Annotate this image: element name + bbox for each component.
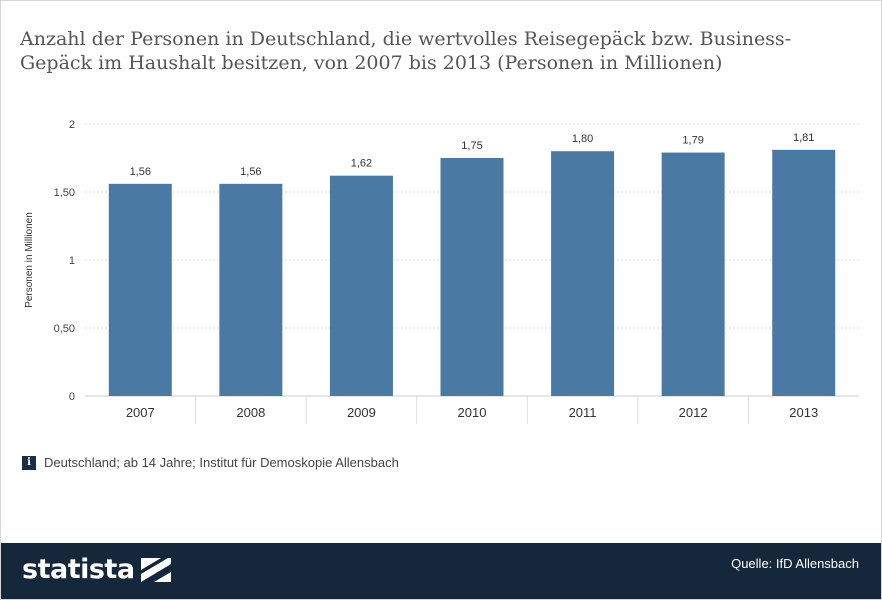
x-tick-label: 2011 bbox=[569, 405, 597, 420]
bar bbox=[219, 183, 283, 396]
y-axis-label: Personen in Millionen bbox=[24, 212, 35, 308]
x-tick-label: 2010 bbox=[458, 405, 487, 420]
info-note-text: Deutschland; ab 14 Jahre; Institut für D… bbox=[44, 455, 399, 470]
bar-value-label: 1,56 bbox=[240, 166, 261, 178]
footer-bar: statista Quelle: IfD Allensbach bbox=[1, 543, 881, 599]
x-tick-label: 2013 bbox=[789, 405, 818, 420]
statista-logo-icon bbox=[140, 557, 171, 582]
bar bbox=[329, 175, 393, 396]
bar-chart: 0 0,50 1 1,50 2 1,56 2007 1,56 2008 1,62 2009 1,75 2… bbox=[24, 119, 859, 424]
y-tick-label: 1 bbox=[69, 255, 75, 267]
chart-title: Anzahl der Personen in Deutschland, die … bbox=[20, 28, 792, 74]
bar-value-label: 1,79 bbox=[682, 135, 703, 147]
y-tick-label: 0,50 bbox=[54, 323, 75, 335]
bar bbox=[440, 158, 504, 396]
y-tick-label: 2 bbox=[69, 119, 75, 131]
x-tick-label: 2008 bbox=[236, 405, 265, 420]
source-text: Quelle: IfD Allensbach bbox=[731, 556, 859, 571]
bar-value-label: 1,80 bbox=[572, 133, 593, 145]
bar-value-label: 1,62 bbox=[351, 158, 372, 170]
bar bbox=[661, 152, 725, 396]
y-tick-label: 0 bbox=[69, 391, 75, 403]
logo-text: statista bbox=[22, 554, 135, 585]
x-tick-label: 2012 bbox=[679, 405, 708, 420]
bar-value-label: 1,56 bbox=[130, 166, 151, 178]
info-icon[interactable]: i bbox=[22, 455, 36, 470]
bar bbox=[772, 149, 836, 396]
bar bbox=[551, 151, 615, 396]
statista-logo[interactable]: statista bbox=[22, 554, 171, 585]
info-note: i Deutschland; ab 14 Jahre; Institut für… bbox=[22, 455, 399, 470]
bar-value-label: 1,81 bbox=[793, 132, 814, 144]
bar-value-label: 1,75 bbox=[461, 140, 482, 152]
y-tick-label: 1,50 bbox=[54, 187, 75, 199]
x-tick-label: 2007 bbox=[126, 405, 155, 420]
x-tick-label: 2009 bbox=[347, 405, 376, 420]
bar bbox=[108, 183, 172, 396]
